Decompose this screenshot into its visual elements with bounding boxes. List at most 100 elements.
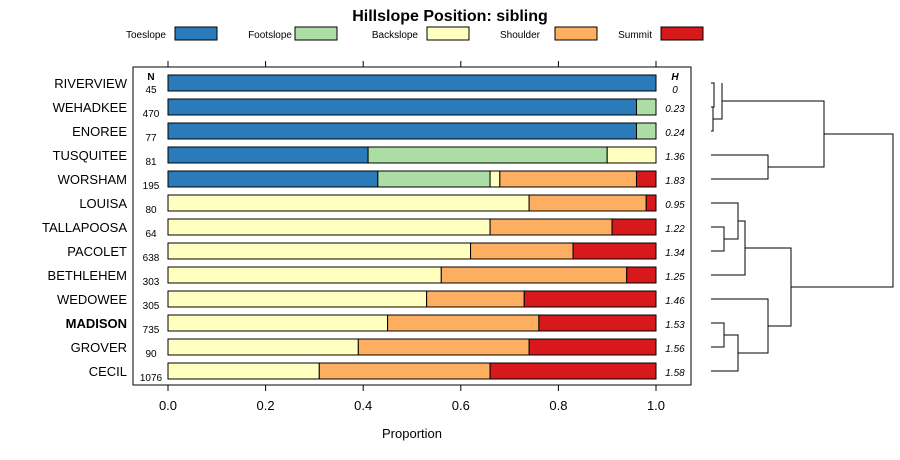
bar-worsham-shoulder — [499, 170, 637, 188]
x-axis-ticks: 0.0 0.2 0.4 0.6 0.8 1.0 — [159, 61, 665, 413]
bar-grover-backslope — [167, 338, 359, 356]
bar-grover-summit — [528, 338, 657, 356]
legend-label-summit: Summit — [618, 30, 652, 41]
bar-bethlehem-backslope — [167, 266, 442, 284]
bar-tusquitee-footslope — [367, 146, 608, 164]
h-label-tallapoosa: 1.22 — [665, 224, 685, 235]
legend-label-backslope: Backslope — [372, 30, 419, 41]
plot-frame — [132, 66, 692, 386]
bar-enoree-toeslope — [167, 122, 637, 140]
category-label-wedowee: WEDOWEE — [57, 292, 127, 307]
category-label-madison: MADISON — [66, 316, 127, 331]
legend: Toeslope Footslope Backslope Shoulder Summit — [126, 26, 704, 41]
h-label-cecil: 1.58 — [665, 368, 685, 379]
dendrogram — [711, 82, 894, 372]
bar-cecil-backslope — [167, 362, 320, 380]
bar-wehadkee-footslope — [635, 98, 657, 116]
n-label-louisa: 80 — [145, 205, 157, 216]
legend-swatch-shoulder — [554, 26, 598, 41]
bar-grover-shoulder — [357, 338, 530, 356]
category-label-louisa: LOUISA — [79, 196, 127, 211]
n-label-tusquitee: 81 — [145, 157, 157, 168]
legend-label-footslope: Footslope — [248, 30, 292, 41]
bar-wedowee-shoulder — [426, 290, 525, 308]
bar-madison-backslope — [167, 314, 389, 332]
bar-tallapoosa-backslope — [167, 218, 491, 236]
h-label-grover: 1.56 — [665, 344, 685, 355]
n-label-pacolet: 638 — [143, 253, 160, 264]
bar-pacolet-shoulder — [470, 242, 574, 260]
dendrogram-branch — [713, 83, 723, 120]
n-label-grover: 90 — [145, 349, 157, 360]
category-label-bethlehem: BETHLEHEM — [48, 268, 127, 283]
category-label-tusquitee: TUSQUITEE — [53, 148, 128, 163]
bar-wehadkee-toeslope — [167, 98, 637, 116]
dendrogram-branch — [711, 226, 725, 252]
bar-bethlehem-summit — [626, 266, 657, 284]
bar-tallapoosa-shoulder — [489, 218, 613, 236]
dendrogram-branch — [711, 154, 769, 180]
bar-tusquitee-toeslope — [167, 146, 369, 164]
n-label-worsham: 195 — [143, 181, 160, 192]
n-label-cecil: 1076 — [140, 373, 163, 384]
h-label-worsham: 1.83 — [665, 176, 685, 187]
bars — [167, 74, 657, 380]
x-tick-label: 0.8 — [549, 398, 567, 413]
bar-tusquitee-backslope — [606, 146, 657, 164]
category-label-wehadkee: WEHADKEE — [53, 100, 128, 115]
dendrogram-branch — [711, 82, 715, 108]
bar-louisa-backslope — [167, 194, 530, 212]
n-label-riverview: 45 — [145, 85, 157, 96]
x-tick-label: 0.2 — [257, 398, 275, 413]
h-label-pacolet: 1.34 — [665, 248, 685, 259]
bar-worsham-toeslope — [167, 170, 379, 188]
n-label-wedowee: 305 — [143, 301, 160, 312]
legend-swatch-backslope — [426, 26, 470, 41]
n-header: N — [147, 72, 154, 83]
bar-worsham-backslope — [489, 170, 501, 188]
dendrogram-branch — [791, 133, 894, 288]
legend-label-toeslope: Toeslope — [126, 30, 166, 41]
h-label-bethlehem: 1.25 — [665, 272, 685, 283]
legend-label-shoulder: Shoulder — [500, 30, 541, 41]
n-label-madison: 735 — [143, 325, 160, 336]
bar-wedowee-backslope — [167, 290, 428, 308]
n-labels: 45 470 77 81 195 80 64 638 303 305 735 90 1076 — [140, 85, 163, 384]
bar-louisa-shoulder — [528, 194, 647, 212]
bar-pacolet-summit — [572, 242, 657, 260]
bar-bethlehem-shoulder — [440, 266, 628, 284]
x-axis-title: Proportion — [382, 426, 442, 441]
bar-enoree-footslope — [635, 122, 657, 140]
bar-riverview-toeslope — [167, 74, 657, 92]
bar-louisa-summit — [645, 194, 657, 212]
dendrogram-branch — [711, 298, 769, 354]
bar-madison-shoulder — [387, 314, 540, 332]
h-header: H — [671, 72, 679, 83]
legend-swatch-footslope — [294, 26, 338, 41]
n-label-enoree: 77 — [145, 133, 157, 144]
h-label-enoree: 0.24 — [665, 128, 685, 139]
bar-wedowee-summit — [523, 290, 657, 308]
h-label-tusquitee: 1.36 — [665, 152, 685, 163]
legend-swatch-summit — [660, 26, 704, 41]
h-label-wedowee: 1.46 — [665, 296, 685, 307]
bar-worsham-footslope — [377, 170, 491, 188]
category-label-riverview: RIVERVIEW — [54, 76, 127, 91]
category-label-cecil: CECIL — [89, 364, 127, 379]
h-label-wehadkee: 0.23 — [665, 104, 685, 115]
h-labels: 0 0.23 0.24 1.36 1.83 0.95 1.22 1.34 1.25 1.46 1.5… — [665, 85, 685, 379]
legend-swatch-toeslope — [174, 26, 218, 41]
n-label-tallapoosa: 64 — [145, 229, 157, 240]
bar-pacolet-backslope — [167, 242, 472, 260]
category-label-worsham: WORSHAM — [58, 172, 127, 187]
dendrogram-branch — [711, 220, 746, 276]
category-label-pacolet: PACOLET — [67, 244, 127, 259]
n-label-bethlehem: 303 — [143, 277, 160, 288]
bar-cecil-summit — [489, 362, 657, 380]
x-tick-label: 0.6 — [452, 398, 470, 413]
chart-title: Hillslope Position: sibling — [352, 8, 548, 25]
h-label-madison: 1.53 — [665, 320, 685, 331]
category-label-enoree: ENOREE — [72, 124, 127, 139]
bar-tallapoosa-summit — [611, 218, 657, 236]
